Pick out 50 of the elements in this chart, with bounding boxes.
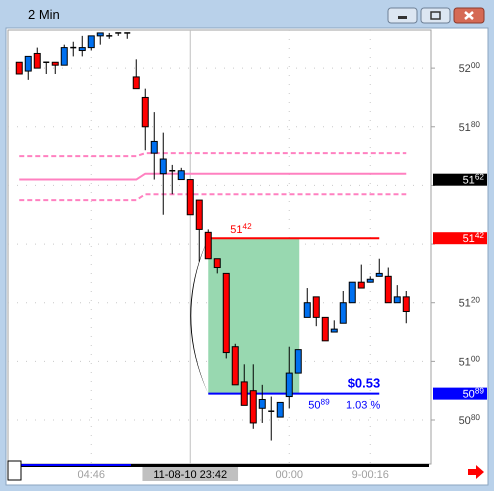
series-label: 51$^{42}$: [230, 222, 252, 236]
chart-title: 2 Min: [28, 7, 60, 22]
candlestick: [124, 32, 130, 40]
annotation: $0.53: [348, 376, 380, 391]
candlestick: [258, 384, 266, 424]
candlestick: [358, 264, 365, 289]
candlestick: [402, 290, 410, 324]
x-tick-label: 04:46: [77, 469, 106, 481]
x-tick-label: 9-00:16: [352, 469, 389, 481]
candlestick: [348, 282, 356, 304]
candlestick: [294, 349, 302, 374]
candlestick: [286, 346, 293, 409]
candlestick: [304, 288, 311, 318]
candlestick: [214, 258, 221, 274]
candlestick: [240, 364, 248, 406]
candlestick: [24, 56, 32, 80]
candlestick: [340, 290, 347, 324]
candlestick: [394, 284, 401, 304]
x-tick-label: 11-08-10 23:42: [153, 469, 228, 481]
y-tick-label: 51$^{20}$: [458, 295, 480, 310]
text: 50$^{89}$: [462, 386, 484, 401]
candlestick: [34, 47, 41, 69]
candlestick: [160, 132, 167, 216]
y-tick-label: 52$^{00}$: [458, 60, 480, 76]
annotation: 1.03 %: [346, 400, 380, 412]
candlestick: [330, 320, 338, 333]
candlestick: [276, 402, 284, 418]
candlestick: [70, 41, 76, 57]
candlestick: [268, 396, 274, 442]
candlestick: [96, 32, 104, 46]
candlestick: [52, 62, 59, 74]
text: 51$^{62}$: [462, 172, 484, 187]
y-tick-label: 51$^{80}$: [458, 119, 480, 134]
candlestick: [43, 62, 50, 74]
candlestick: [16, 62, 23, 74]
y-tick-label: 50$^{80}$: [458, 412, 480, 428]
candlestick: [60, 44, 68, 66]
y-tick-label: 51$^{00}$: [458, 354, 480, 368]
x-tick-label: 00:00: [275, 469, 304, 481]
candlestick: [312, 296, 320, 327]
candlestick: [178, 167, 185, 180]
candlestick: [376, 258, 383, 277]
series-label: 50$^{89}$: [308, 397, 330, 412]
candlestick: [78, 35, 86, 57]
candlestick: [150, 112, 158, 180]
candlestick: [88, 35, 95, 52]
candlestick: [322, 316, 329, 342]
candlestick: [169, 164, 176, 195]
text: 51$^{42}$: [462, 230, 484, 246]
candlestick: [132, 58, 140, 90]
